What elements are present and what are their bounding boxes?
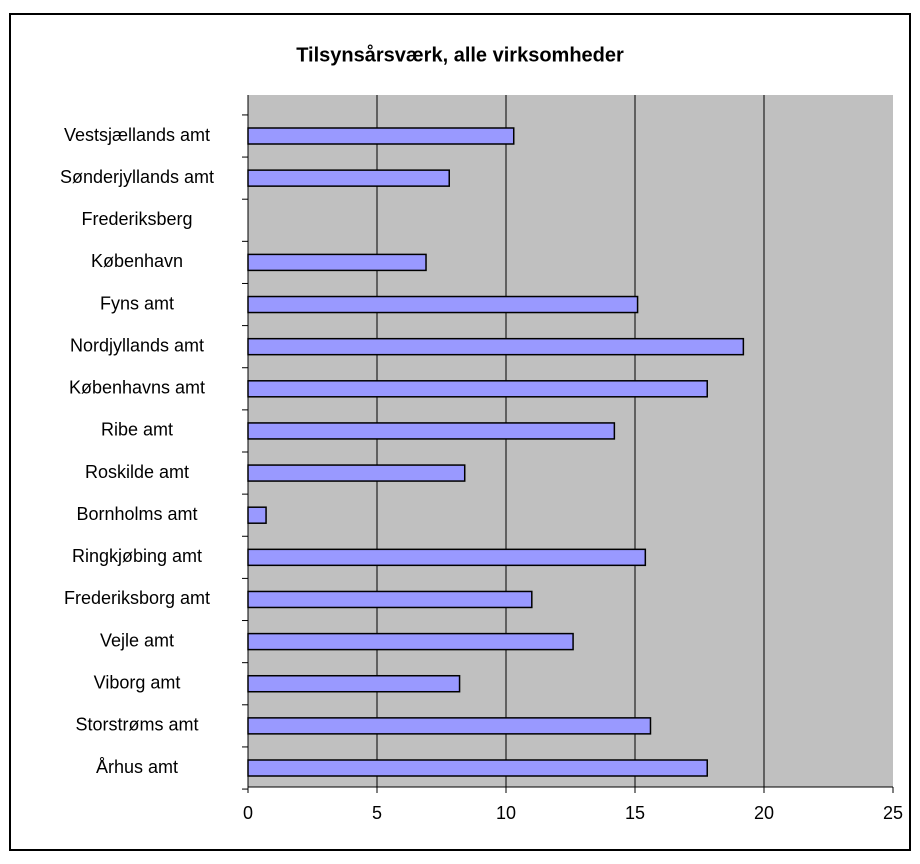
x-tick-label: 20 (754, 803, 774, 823)
bar (247, 337, 745, 356)
bar (247, 632, 574, 651)
y-tick-label: Vestsjællands amt (64, 125, 210, 145)
bar (247, 717, 652, 735)
bar (247, 295, 639, 314)
y-tick-label: Viborg amt (94, 672, 181, 692)
bar (247, 548, 647, 567)
y-tick-label: Frederiksborg amt (64, 588, 210, 608)
bar (247, 380, 708, 398)
bar (247, 506, 267, 524)
plot-area (248, 95, 893, 787)
bar (247, 253, 427, 272)
y-tick-label: Ringkjøbing amt (72, 546, 202, 566)
bar (247, 590, 533, 609)
bar (247, 759, 708, 777)
y-tick-label: Københavns amt (69, 378, 205, 398)
y-tick-label: København (91, 251, 183, 271)
x-tick-label: 25 (883, 803, 903, 823)
bar (247, 169, 450, 187)
y-tick-label: Fyns amt (100, 293, 174, 313)
y-tick-label: Sønderjyllands amt (60, 167, 214, 187)
bar (247, 422, 616, 440)
x-tick-label: 5 (372, 803, 382, 823)
bar (247, 464, 466, 482)
x-tick-label: 15 (625, 803, 645, 823)
x-tick-label: 10 (496, 803, 516, 823)
y-tick-label: Ribe amt (101, 420, 173, 440)
x-tick-label: 0 (243, 803, 253, 823)
chart-title: Tilsynsårsværk, alle virksomheder (296, 43, 624, 66)
y-tick-label: Storstrøms amt (75, 715, 198, 735)
y-tick-label: Vejle amt (100, 630, 174, 650)
y-tick-label: Roskilde amt (85, 462, 189, 482)
y-tick-label: Nordjyllands amt (70, 335, 204, 355)
bar (247, 674, 461, 693)
y-tick-label: Århus amt (96, 757, 178, 777)
y-tick-label: Frederiksberg (81, 209, 192, 229)
bar (247, 127, 515, 145)
y-tick-label: Bornholms amt (76, 504, 197, 524)
